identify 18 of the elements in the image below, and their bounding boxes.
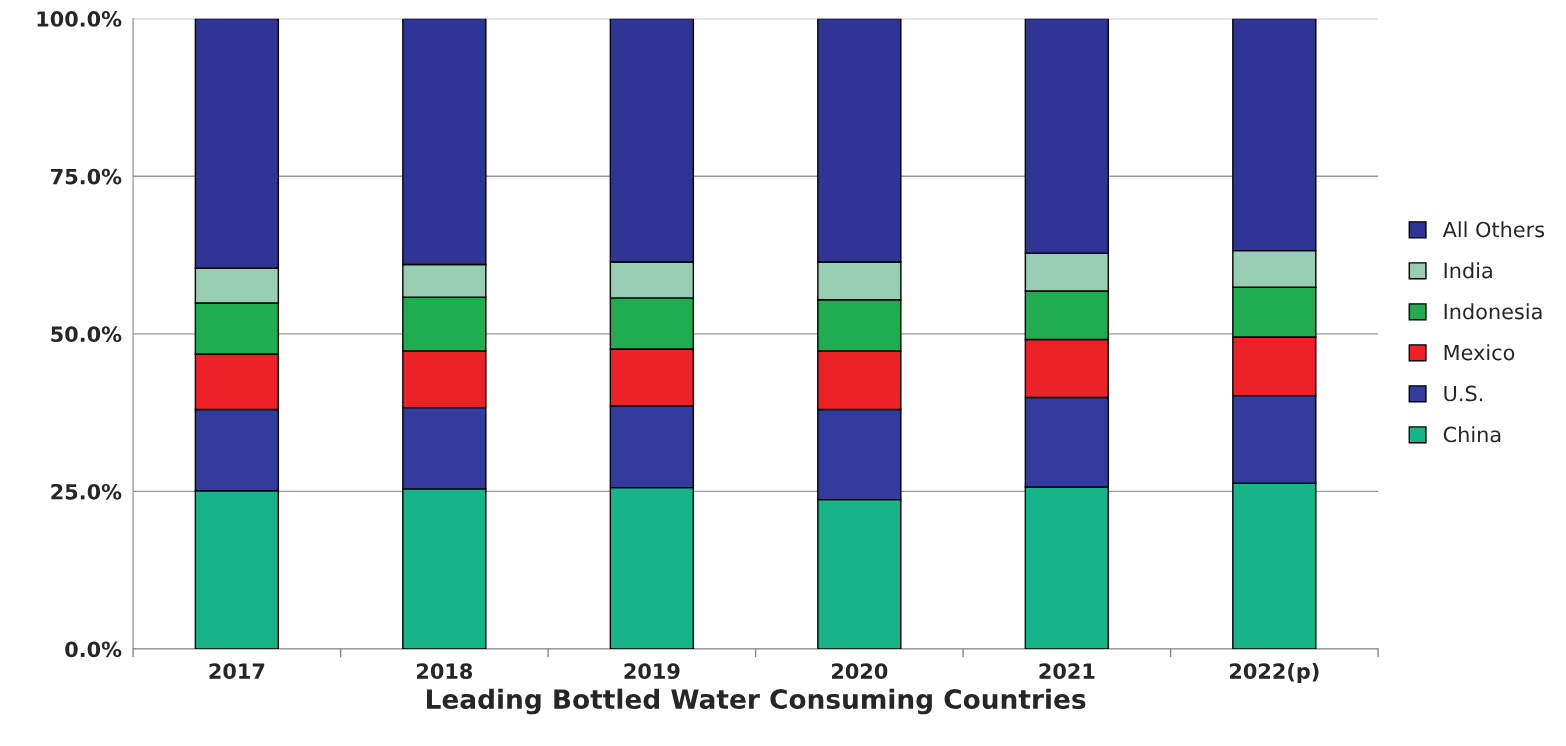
legend-label: Mexico [1444,344,1515,361]
x-tick-label: 2022(p) [1230,662,1319,684]
y-tick-label: 100.0% [37,11,122,27]
legend-label: India [1444,262,1492,279]
x-tick-label: 2018 [417,663,473,680]
y-tick-label: 75.0% [51,168,122,185]
x-tick-label: 2019 [624,663,680,680]
x-tick-label: 2021 [1039,663,1095,680]
legend-label: All Others [1442,221,1545,238]
legend-label: U.S. [1444,385,1483,402]
y-tick-label: 50.0% [51,326,122,343]
x-tick-label: 2017 [209,663,265,680]
x-axis-title: Leading Bottled Water Consuming Countries [427,688,1086,715]
x-tick-label: 2020 [832,663,888,680]
legend-label: Indonesia [1444,303,1542,320]
y-tick-label: 25.0% [51,483,122,500]
legend-label: China [1443,426,1501,443]
y-tick-label: 0.0% [65,641,122,658]
